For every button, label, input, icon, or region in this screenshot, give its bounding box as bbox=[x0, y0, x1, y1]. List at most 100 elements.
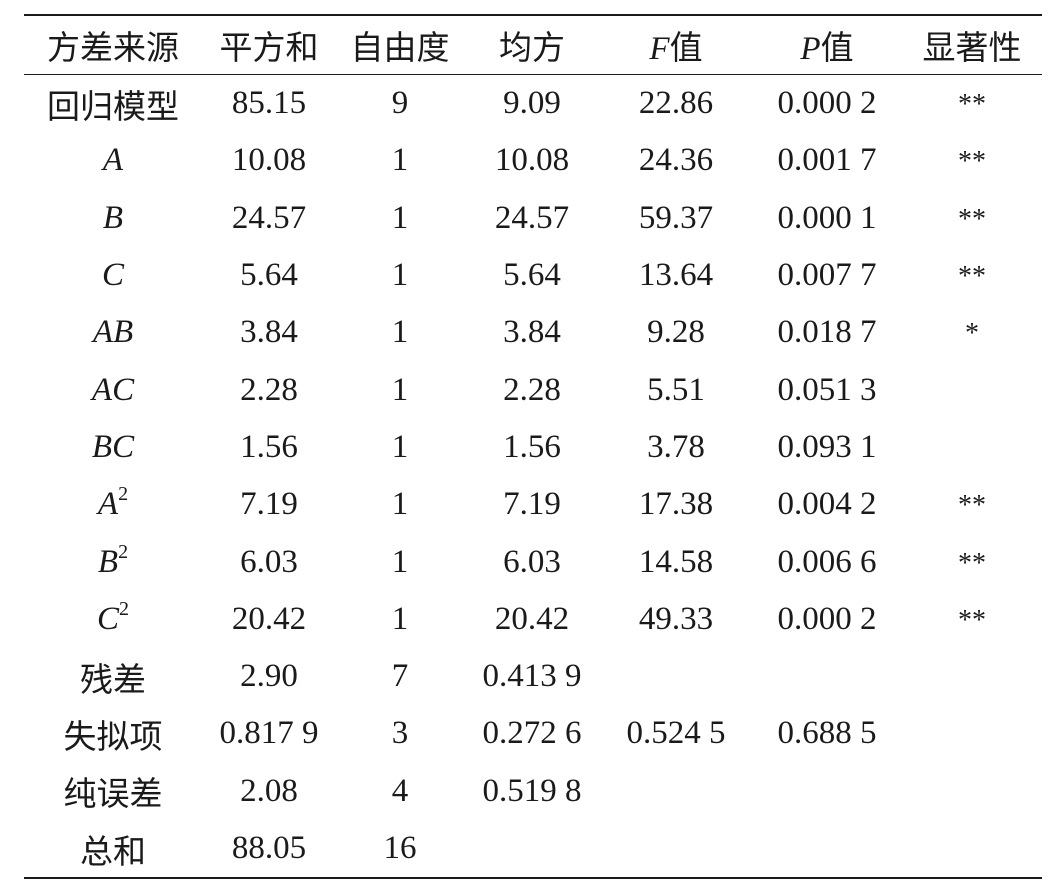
cell-source: 纯误差 bbox=[63, 777, 163, 814]
cell-source: BC bbox=[91, 428, 135, 465]
cell-sum-of-squares: 6.03 bbox=[240, 543, 298, 580]
cell-mean-square: 9.09 bbox=[503, 85, 561, 122]
cell-mean-square bbox=[464, 820, 600, 878]
cell-significance: ** bbox=[958, 203, 986, 235]
cell-significance bbox=[902, 705, 1042, 762]
cell-f-value: 13.64 bbox=[638, 257, 714, 294]
table-row: AB 3.84 1 3.84 9.28 0.018 7 * bbox=[24, 304, 1042, 361]
cell-mean-square: 20.42 bbox=[494, 600, 570, 637]
cell-significance bbox=[902, 361, 1042, 418]
cell-mean-square: 0.272 6 bbox=[482, 715, 582, 752]
cell-sum-of-squares: 85.15 bbox=[231, 85, 307, 122]
cell-mean-square: 3.84 bbox=[503, 314, 561, 351]
cell-mean-square: 1.56 bbox=[503, 428, 561, 465]
cell-df: 1 bbox=[391, 257, 409, 294]
cell-source: B2 bbox=[97, 540, 129, 580]
cell-p-value: 0.000 2 bbox=[777, 85, 877, 122]
table-row: 失拟项 0.817 9 3 0.272 6 0.524 5 0.688 5 bbox=[24, 705, 1042, 762]
anova-table: 方差来源 平方和 自由度 均方 F值 P值 显著性 回归模型 85.15 9 9.09… bbox=[24, 14, 1042, 879]
cell-p-value bbox=[752, 648, 902, 705]
cell-mean-square: 5.64 bbox=[503, 257, 561, 294]
cell-f-value bbox=[600, 763, 752, 820]
cell-f-value bbox=[600, 820, 752, 878]
cell-source: AB bbox=[92, 314, 134, 351]
cell-mean-square: 10.08 bbox=[494, 142, 570, 179]
cell-p-value: 0.007 7 bbox=[777, 257, 877, 294]
cell-f-value: 5.51 bbox=[647, 371, 705, 408]
cell-df: 1 bbox=[391, 371, 409, 408]
header-source: 方差来源 bbox=[47, 31, 179, 67]
cell-mean-square: 0.519 8 bbox=[482, 772, 582, 809]
cell-significance: ** bbox=[958, 604, 986, 636]
cell-sum-of-squares: 24.57 bbox=[231, 199, 307, 236]
cell-sum-of-squares: 20.42 bbox=[231, 600, 307, 637]
cell-significance: ** bbox=[958, 261, 986, 293]
cell-df: 9 bbox=[391, 85, 409, 122]
cell-f-value: 0.524 5 bbox=[626, 715, 726, 752]
cell-mean-square: 2.28 bbox=[503, 371, 561, 408]
cell-source: A2 bbox=[97, 483, 129, 523]
cell-df: 1 bbox=[391, 600, 409, 637]
cell-df: 1 bbox=[391, 543, 409, 580]
cell-mean-square: 24.57 bbox=[494, 199, 570, 236]
cell-sum-of-squares: 88.05 bbox=[231, 830, 307, 866]
cell-sum-of-squares: 2.90 bbox=[240, 658, 298, 695]
cell-p-value: 0.093 1 bbox=[777, 428, 877, 465]
cell-p-value: 0.051 3 bbox=[777, 371, 877, 408]
cell-df: 7 bbox=[391, 658, 409, 695]
cell-significance bbox=[902, 820, 1042, 878]
table-row: BC 1.56 1 1.56 3.78 0.093 1 bbox=[24, 419, 1042, 476]
cell-df: 1 bbox=[391, 314, 409, 351]
cell-source: AC bbox=[91, 371, 135, 408]
cell-significance: ** bbox=[958, 89, 986, 121]
cell-significance: ** bbox=[958, 490, 986, 522]
cell-mean-square: 6.03 bbox=[503, 543, 561, 580]
cell-f-value: 59.37 bbox=[638, 199, 714, 236]
header-significance: 显著性 bbox=[922, 31, 1022, 67]
cell-f-value bbox=[600, 648, 752, 705]
cell-significance bbox=[902, 648, 1042, 705]
cell-sum-of-squares: 5.64 bbox=[240, 257, 298, 294]
cell-df: 3 bbox=[391, 715, 409, 752]
cell-df: 1 bbox=[391, 486, 409, 523]
header-f-value: F值 bbox=[649, 31, 703, 67]
cell-df: 1 bbox=[391, 428, 409, 465]
cell-source: 残差 bbox=[80, 662, 146, 699]
anova-table-container: 方差来源 平方和 自由度 均方 F值 P值 显著性 回归模型 85.15 9 9.09… bbox=[24, 14, 1042, 879]
table-row: 残差 2.90 7 0.413 9 bbox=[24, 648, 1042, 705]
table-row: 回归模型 85.15 9 9.09 22.86 0.000 2 ** bbox=[24, 75, 1042, 133]
cell-f-value: 22.86 bbox=[638, 85, 714, 122]
cell-f-value: 24.36 bbox=[638, 142, 714, 179]
header-row: 方差来源 平方和 自由度 均方 F值 P值 显著性 bbox=[24, 15, 1042, 75]
cell-sum-of-squares: 0.817 9 bbox=[219, 715, 319, 752]
cell-f-value: 14.58 bbox=[638, 543, 714, 580]
cell-df: 1 bbox=[391, 142, 409, 179]
cell-p-value: 0.001 7 bbox=[777, 142, 877, 179]
table-body: 回归模型 85.15 9 9.09 22.86 0.000 2 ** A 10.08 1 10.08… bbox=[24, 75, 1042, 879]
cell-significance: * bbox=[965, 318, 979, 350]
table-header: 方差来源 平方和 自由度 均方 F值 P值 显著性 bbox=[24, 15, 1042, 75]
cell-f-value: 49.33 bbox=[638, 600, 714, 637]
cell-source: 回归模型 bbox=[47, 89, 179, 126]
cell-p-value bbox=[752, 763, 902, 820]
table-row: A2 7.19 1 7.19 17.38 0.004 2 ** bbox=[24, 476, 1042, 533]
cell-mean-square: 0.413 9 bbox=[482, 658, 582, 695]
cell-source: 失拟项 bbox=[63, 719, 163, 756]
header-sum-of-squares: 平方和 bbox=[219, 31, 319, 67]
cell-sum-of-squares: 7.19 bbox=[240, 486, 298, 523]
table-row: B2 6.03 1 6.03 14.58 0.006 6 ** bbox=[24, 533, 1042, 590]
header-degrees-of-freedom: 自由度 bbox=[350, 31, 450, 67]
cell-f-value: 3.78 bbox=[647, 428, 705, 465]
cell-source: C bbox=[101, 257, 124, 294]
table-row: B 24.57 1 24.57 59.37 0.000 1 ** bbox=[24, 190, 1042, 247]
cell-f-value: 17.38 bbox=[638, 486, 714, 523]
cell-p-value: 0.018 7 bbox=[777, 314, 877, 351]
cell-df: 4 bbox=[391, 772, 409, 809]
cell-source: A bbox=[102, 142, 124, 179]
cell-p-value: 0.000 2 bbox=[777, 600, 877, 637]
cell-df: 16 bbox=[383, 830, 417, 866]
cell-p-value: 0.004 2 bbox=[777, 486, 877, 523]
cell-sum-of-squares: 10.08 bbox=[231, 142, 307, 179]
table-row: 纯误差 2.08 4 0.519 8 bbox=[24, 763, 1042, 820]
cell-significance: ** bbox=[958, 146, 986, 178]
